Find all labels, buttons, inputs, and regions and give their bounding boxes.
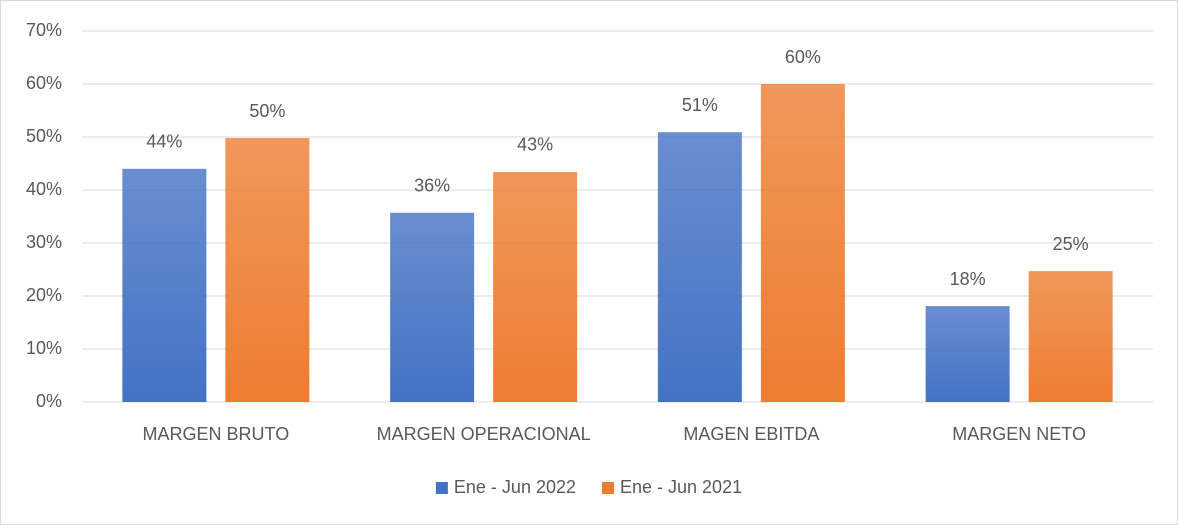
legend-label: Ene - Jun 2022 xyxy=(454,477,576,497)
x-tick-label: MARGEN NETO xyxy=(952,424,1086,444)
bar xyxy=(225,138,310,402)
x-tick-label: MARGEN BRUTO xyxy=(143,424,290,444)
legend-swatch xyxy=(602,482,614,494)
legend-swatch xyxy=(435,482,448,494)
y-tick-label: 40% xyxy=(26,179,62,199)
bar xyxy=(1028,271,1113,402)
data-label: 25% xyxy=(1053,234,1089,254)
bar xyxy=(493,171,578,402)
data-label: 50% xyxy=(249,101,285,121)
data-label: 18% xyxy=(950,269,986,289)
y-tick-label: 30% xyxy=(26,232,62,252)
x-tick-label: MAGEN EBITDA xyxy=(683,424,819,444)
y-tick-label: 60% xyxy=(26,73,62,93)
y-tick-label: 50% xyxy=(26,126,62,146)
data-label: 60% xyxy=(785,47,821,67)
bar xyxy=(925,306,1010,402)
bar xyxy=(390,212,475,402)
data-label: 36% xyxy=(414,176,450,196)
data-label: 44% xyxy=(146,132,182,152)
bar xyxy=(657,132,742,403)
bar xyxy=(760,84,845,402)
x-tick-label: MARGEN OPERACIONAL xyxy=(377,424,591,444)
y-tick-label: 10% xyxy=(26,338,62,358)
bar xyxy=(122,168,207,402)
data-label: 51% xyxy=(682,95,718,115)
y-tick-label: 0% xyxy=(36,391,62,411)
legend-label: Ene - Jun 2021 xyxy=(620,477,742,497)
data-label: 43% xyxy=(517,135,553,155)
y-tick-label: 20% xyxy=(26,285,62,305)
y-tick-label: 70% xyxy=(26,20,62,40)
